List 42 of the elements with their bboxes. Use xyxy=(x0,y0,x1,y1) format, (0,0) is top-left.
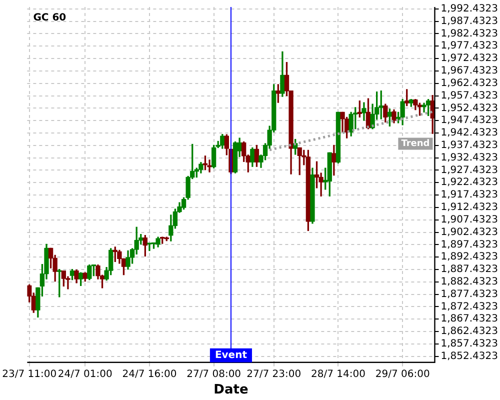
y-tick-label: 1,862.4323 xyxy=(440,326,498,338)
y-tick-label: 1,917.4323 xyxy=(440,190,498,201)
x-tick-label: 27/7 23:00 xyxy=(246,368,302,380)
y-tick-label: 1,887.4323 xyxy=(440,264,498,276)
x-tick-label: 24/7 01:00 xyxy=(58,368,112,380)
y-tick-label: 1,932.4323 xyxy=(440,152,498,164)
y-tick-label: 1,892.4323 xyxy=(440,252,498,263)
y-tick-label: 1,872.4323 xyxy=(440,301,498,312)
y-tick-label: 1,952.4323 xyxy=(440,102,498,114)
y-tick-label: 1,852.4323 xyxy=(440,350,498,362)
y-tick-label: 1,857.4323 xyxy=(440,338,498,350)
candlestick xyxy=(147,242,152,252)
y-tick-label: 1,962.4323 xyxy=(440,78,498,89)
y-tick-label: 1,992.4323 xyxy=(440,4,498,14)
y-tick-label: 1,967.4323 xyxy=(440,66,498,77)
text: Trend xyxy=(401,139,430,150)
y-tick-label: 1,927.4323 xyxy=(440,164,498,176)
y-tick-label: 1,867.4323 xyxy=(440,314,498,325)
x-tick-label: 23/7 11:00 xyxy=(2,368,57,380)
y-tick-label: 1,897.4323 xyxy=(440,239,498,250)
x-tick-label: 27/7 08:00 xyxy=(186,368,242,380)
candlestick xyxy=(422,102,426,113)
y-tick-label: 1,957.4323 xyxy=(440,90,498,102)
y-tick-label: 1,937.4323 xyxy=(440,140,498,151)
y-tick-label: 1,922.4323 xyxy=(440,177,498,188)
text: GC 60 xyxy=(33,12,66,24)
x-tick-label: 28/7 14:00 xyxy=(310,368,366,380)
x-tick-label: 24/7 16:00 xyxy=(122,368,177,380)
y-tick-label: 1,982.4323 xyxy=(440,28,498,40)
y-tick-label: 1,972.4323 xyxy=(440,53,498,64)
y-tick-label: 1,902.4323 xyxy=(440,226,498,238)
y-tick-label: 1,987.4323 xyxy=(440,16,498,27)
x-axis-title: Date xyxy=(214,382,248,398)
y-tick-label: 1,877.4323 xyxy=(440,288,498,300)
y-tick-label: 1,907.4323 xyxy=(440,214,498,226)
y-tick-label: 1,912.4323 xyxy=(440,202,498,214)
y-tick-label: 1,942.4323 xyxy=(440,128,498,139)
y-tick-label: 1,882.4323 xyxy=(440,276,498,288)
y-tick-label: 1,947.4323 xyxy=(440,115,498,126)
annotation: Event xyxy=(214,350,248,361)
x-tick-label: 29/7 06:00 xyxy=(375,368,430,380)
y-tick-label: 1,977.4323 xyxy=(440,40,498,52)
